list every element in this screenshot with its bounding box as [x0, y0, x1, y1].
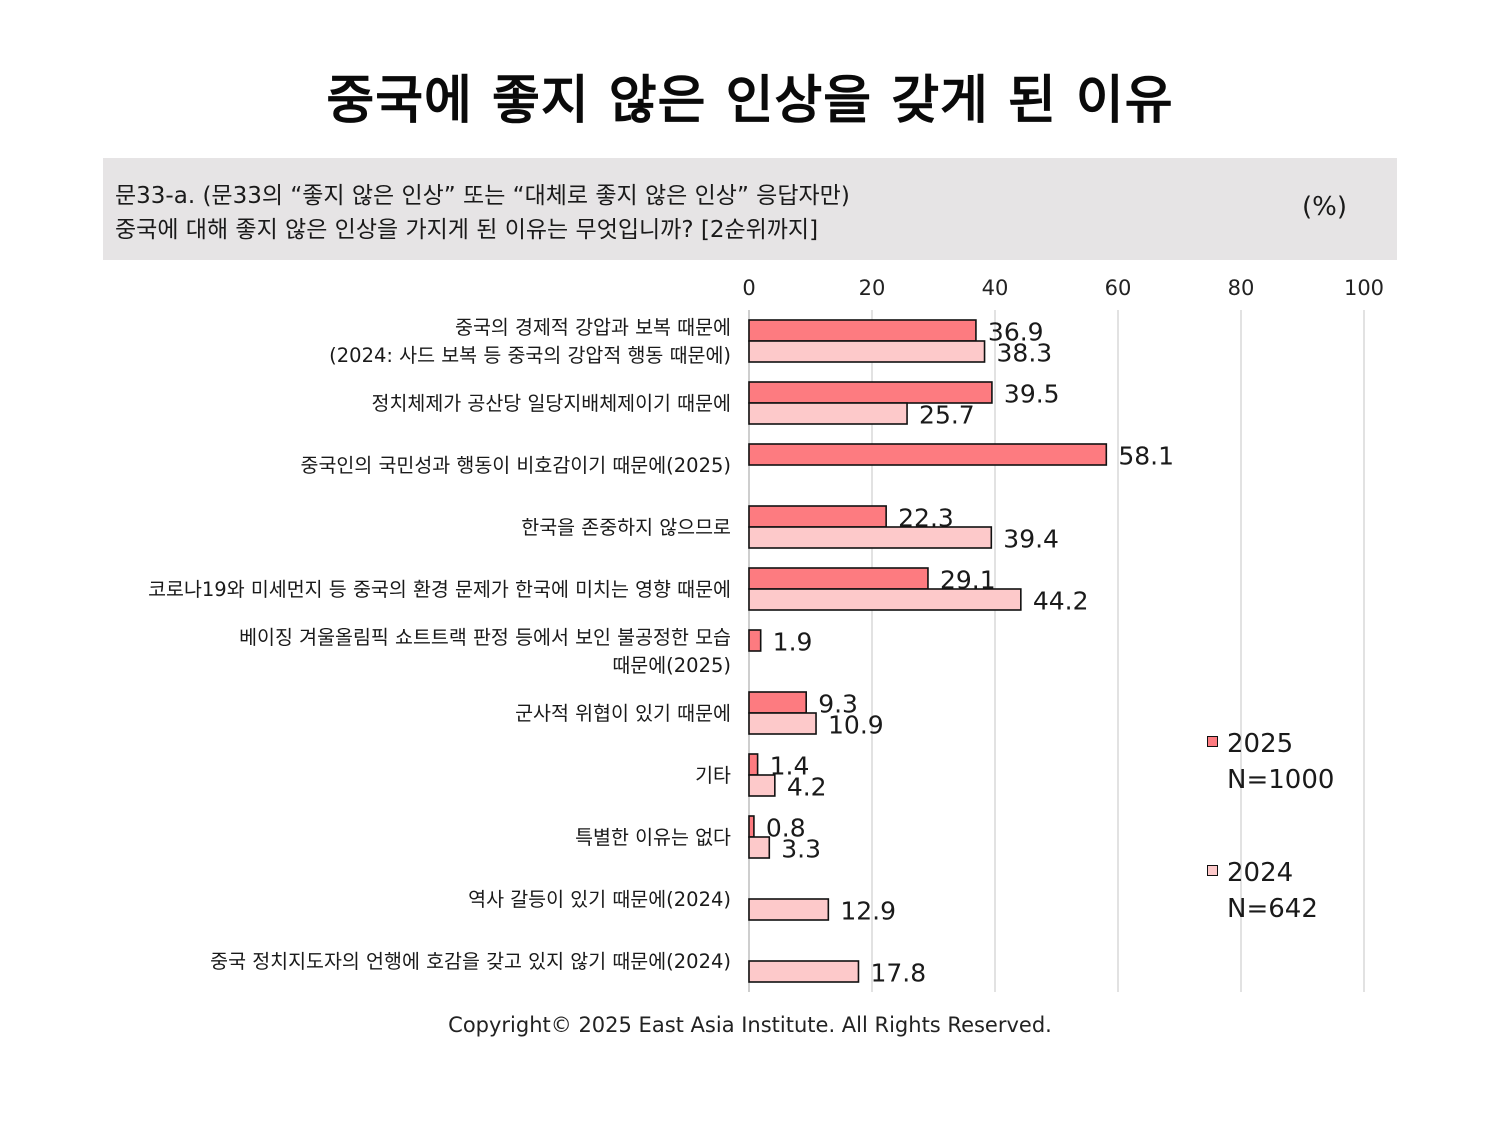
data-label-2025: 1.4 — [770, 752, 810, 781]
category-label: 정치체제가 공산당 일당지배체제이기 때문에 — [372, 392, 731, 415]
x-tick-label: 20 — [859, 276, 886, 300]
category-label: 군사적 위협이 있기 때문에 — [515, 702, 731, 725]
category-label: 한국을 존중하지 않으므로 — [521, 516, 731, 539]
bar-2024 — [748, 960, 860, 983]
data-label-2025: 9.3 — [818, 690, 858, 719]
category-label: 중국의 경제적 강압과 보복 때문에 — [455, 316, 731, 339]
x-tick-label: 60 — [1105, 276, 1132, 300]
bar-2025 — [748, 443, 1108, 466]
category-label: 기타 — [695, 764, 731, 787]
bar-2025 — [748, 319, 977, 342]
x-tick-label: 100 — [1344, 276, 1384, 300]
x-tick-label: 0 — [742, 276, 755, 300]
legend-sub-2024: N=642 — [1227, 894, 1318, 924]
bar-2025 — [748, 505, 887, 528]
legend-label-2024: 2024 — [1227, 858, 1294, 888]
category-label: 중국인의 국민성과 행동이 비호감이기 때문에(2025) — [301, 454, 732, 477]
x-tick-label: 80 — [1228, 276, 1255, 300]
data-label-2024: 17.8 — [870, 959, 926, 988]
bar-2024 — [748, 588, 1022, 611]
bar-2024 — [748, 836, 771, 859]
bar-2024 — [748, 898, 830, 921]
data-label-2024: 39.4 — [1003, 525, 1059, 554]
category-label: 특별한 이유는 없다 — [575, 826, 731, 849]
legend-sub-2025: N=1000 — [1227, 765, 1335, 795]
category-label: 코로나19와 미세먼지 등 중국의 환경 문제가 한국에 미치는 영향 때문에 — [148, 578, 731, 601]
legend-swatch-2025 — [1207, 736, 1218, 747]
unit-label: (%) — [1302, 192, 1347, 222]
question-line-2: 중국에 대해 좋지 않은 인상을 가지게 된 이유는 무엇입니까? [2순위까지… — [115, 217, 819, 243]
data-label-2024: 3.3 — [781, 835, 821, 864]
category-label: 역사 갈등이 있기 때문에(2024) — [468, 888, 731, 911]
legend-label-2025: 2025 — [1227, 729, 1294, 759]
data-label-2024: 25.7 — [919, 401, 975, 430]
data-label-2025: 36.9 — [988, 318, 1044, 347]
question-line-1: 문33-a. (문33의 “좋지 않은 인상” 또는 “대체로 좋지 않은 인상… — [115, 183, 850, 209]
bar-2025 — [748, 753, 759, 776]
legend-swatch-2024 — [1207, 865, 1218, 876]
category-label: 베이징 겨울올림픽 쇼트트랙 판정 등에서 보인 불공정한 모습 — [239, 626, 731, 649]
bar-2024 — [748, 402, 908, 425]
data-label-2024: 44.2 — [1033, 587, 1089, 616]
data-label-2025: 0.8 — [766, 814, 806, 843]
bar-2024 — [748, 712, 817, 735]
question-box: 문33-a. (문33의 “좋지 않은 인상” 또는 “대체로 좋지 않은 인상… — [103, 158, 1397, 260]
x-tick-label: 40 — [982, 276, 1009, 300]
category-label: 중국 정치지도자의 언행에 호감을 갖고 있지 않기 때문에(2024) — [210, 950, 731, 973]
bar-2025 — [748, 691, 807, 714]
category-label: (2024: 사드 보복 등 중국의 강압적 행동 때문에) — [329, 344, 731, 367]
bar-2024 — [748, 774, 776, 797]
bar-2025 — [748, 815, 755, 838]
bar-2025 — [748, 629, 762, 652]
data-label-2024: 38.3 — [997, 339, 1053, 368]
copyright: Copyright© 2025 East Asia Institute. All… — [448, 1013, 1052, 1037]
bar-2025 — [748, 567, 929, 590]
bar-2024 — [748, 340, 986, 363]
data-label-2024: 12.9 — [840, 897, 896, 926]
data-label-2025: 1.9 — [773, 628, 813, 657]
data-label-2025: 39.5 — [1004, 380, 1060, 409]
data-label-2024: 10.9 — [828, 711, 884, 740]
bar-2024 — [748, 526, 993, 549]
category-label: 때문에(2025) — [612, 654, 731, 677]
data-label-2024: 4.2 — [787, 773, 827, 802]
chart-title: 중국에 좋지 않은 인상을 갖게 된 이유 — [326, 71, 1174, 131]
data-label-2025: 58.1 — [1118, 442, 1174, 471]
